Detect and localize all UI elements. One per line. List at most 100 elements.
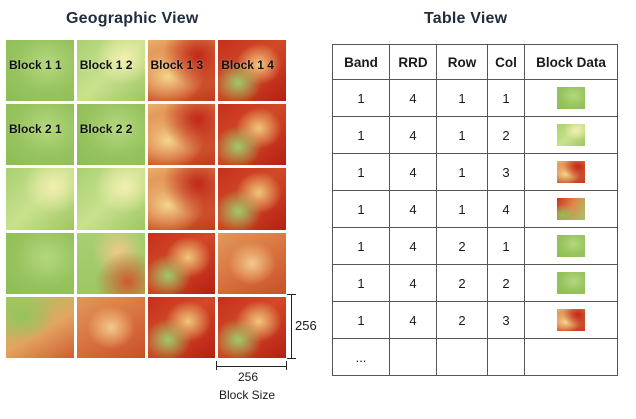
cell-block-data [524,79,618,117]
cell-band: 1 [332,301,390,339]
cell-block-data [524,227,618,265]
block-data-thumbnail [557,87,585,109]
cell-ellipsis: ... [332,338,390,376]
cell-empty [389,338,437,376]
block-data-thumbnail [557,309,585,331]
cell-rrd: 4 [389,264,437,302]
cell-col: 2 [487,264,525,302]
block-height-dimension-cap-bottom [287,358,296,359]
block-data-thumbnail [557,161,585,183]
cell-col: 1 [487,227,525,265]
block-data-thumbnail [557,198,585,220]
geo-block-label: Block 2 2 [79,122,133,137]
block-height-dimension-cap-top [287,294,296,295]
geo-block-label: Block 1 2 [79,58,133,72]
block-width-label: 256 [238,370,259,384]
geographic-view-title: Geographic View [66,10,199,27]
cell-band: 1 [332,116,390,154]
cell-band: 1 [332,79,390,117]
cell-band: 1 [332,190,390,228]
cell-block-data [524,264,618,302]
geo-block-label: Block 1 4 [221,58,274,72]
cell-empty [436,338,488,376]
cell-block-data [524,301,618,339]
geo-block-tile [218,296,286,358]
geo-block-tile [147,168,216,230]
cell-col: 1 [487,79,525,117]
cell-rrd: 4 [389,190,437,228]
cell-rrd: 4 [389,79,437,117]
header-col: Col [487,44,525,80]
cell-row: 2 [436,227,488,265]
cell-col: 2 [487,116,525,154]
geo-block-tile [6,168,74,230]
cell-row: 1 [436,79,488,117]
block-width-dimension-line [216,366,286,367]
table-header-row: Band RRD Row Col Block Data [332,44,618,80]
geo-block-tile [76,168,145,230]
block-data-thumbnail [557,272,585,294]
geo-block-tile [218,168,286,230]
block-width-dimension-cap-left [216,361,217,370]
cell-band: 1 [332,227,390,265]
cell-empty [524,338,618,376]
geo-block-tile [76,296,145,358]
cell-rrd: 4 [389,153,437,191]
cell-col: 4 [487,190,525,228]
cell-empty [487,338,525,376]
header-rrd: RRD [389,44,437,80]
cell-block-data [524,190,618,228]
table-body: 1 4 1 1 1 4 1 2 1 4 1 3 1 4 1 4 1 4 2 1 1 4 2 2 1 4 2 3... [332,79,618,376]
geo-block-label: Block 1 3 [150,58,204,72]
cell-band: 1 [332,153,390,191]
geo-block-label: Block 2 1 [9,122,62,137]
cell-col: 3 [487,153,525,191]
cell-rrd: 4 [389,301,437,339]
geographic-block-grid: Block 1 1 Block 1 2 Block 1 3 Block 1 4 Bloc… [6,40,286,358]
geo-block-tile: Block 1 4 [218,40,286,102]
block-width-dimension-cap-right [286,361,287,370]
block-height-label: 256 [295,318,317,333]
cell-col: 3 [487,301,525,339]
geo-block-tile [6,296,74,358]
geo-block-tile [147,232,216,294]
geo-block-label: Block 1 1 [9,58,62,72]
geo-block-tile: Block 1 2 [76,40,145,102]
geo-block-tile: Block 1 1 [6,40,74,102]
cell-row: 2 [436,301,488,339]
header-band: Band [332,44,390,80]
geo-block-tile [218,104,286,166]
geo-block-tile [6,232,74,294]
block-size-caption: Block Size [219,388,276,402]
table-view-title: Table View [424,10,508,27]
geo-block-tile [147,104,216,166]
cell-band: 1 [332,264,390,302]
geo-block-tile: Block 1 3 [147,40,216,102]
geo-block-tile [76,232,145,294]
cell-row: 1 [436,153,488,191]
cell-rrd: 4 [389,116,437,154]
header-row: Row [436,44,488,80]
cell-row: 1 [436,116,488,154]
cell-block-data [524,116,618,154]
geo-block-tile [147,296,216,358]
cell-rrd: 4 [389,227,437,265]
block-data-thumbnail [557,235,585,257]
cell-row: 2 [436,264,488,302]
geo-block-tile: Block 2 2 [76,104,145,166]
table-row-ellipsis: ... [332,338,618,376]
header-block-data: Block Data [524,44,618,80]
block-data-thumbnail [557,124,585,146]
geo-block-tile [218,232,286,294]
geo-block-tile: Block 2 1 [6,104,74,166]
block-height-dimension-line [291,294,292,358]
cell-block-data [524,153,618,191]
